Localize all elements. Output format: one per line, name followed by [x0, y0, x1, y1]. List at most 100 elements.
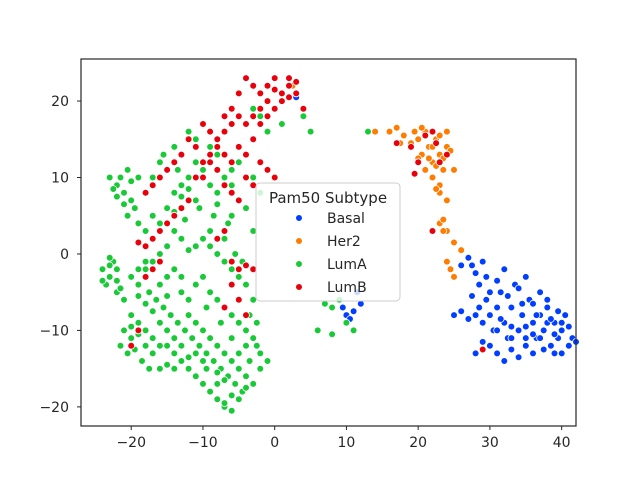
data-point-basal	[486, 341, 494, 350]
data-point-luma	[227, 311, 236, 319]
data-point-lumb	[235, 295, 243, 304]
data-point-luma	[242, 341, 250, 350]
data-point-basal	[507, 334, 516, 342]
data-point-lumb	[213, 166, 222, 174]
data-point-luma	[109, 185, 118, 193]
data-point-basal	[561, 311, 569, 319]
data-point-luma	[313, 326, 322, 335]
data-point-lumb	[242, 173, 250, 182]
data-point-luma	[113, 265, 121, 274]
data-point-luma	[202, 349, 211, 358]
data-point-luma	[342, 318, 351, 327]
data-point-luma	[184, 127, 193, 136]
data-point-luma	[127, 273, 135, 281]
data-point-lumb	[249, 82, 258, 90]
data-point-luma	[141, 341, 150, 350]
data-point-luma	[134, 292, 143, 300]
data-point-luma	[328, 303, 336, 312]
data-point-basal	[496, 315, 505, 323]
legend-marker-lumb	[295, 283, 303, 291]
data-point-lumb	[206, 158, 214, 167]
series-lumb	[127, 74, 487, 354]
legend-label-basal: Basal	[327, 211, 365, 227]
data-point-lumb	[270, 104, 279, 113]
data-point-basal	[493, 326, 501, 335]
data-point-luma	[217, 318, 225, 327]
data-point-lumb	[163, 219, 171, 228]
data-point-luma	[145, 364, 154, 373]
data-point-luma	[202, 303, 211, 312]
data-point-her2	[410, 127, 419, 136]
data-point-basal	[475, 303, 484, 312]
data-point-lumb	[414, 158, 423, 167]
legend-title: Pam50 Subtype	[269, 189, 387, 207]
data-point-basal	[543, 303, 552, 312]
data-point-lumb	[292, 78, 301, 86]
data-point-lumb	[256, 89, 265, 98]
data-point-lumb	[148, 181, 157, 190]
legend-label-luma: LumA	[327, 257, 367, 273]
data-point-luma	[148, 334, 157, 342]
legend-label-her2: Her2	[327, 234, 361, 250]
data-point-luma	[127, 196, 135, 205]
data-point-lumb	[213, 234, 222, 243]
y-tick-label: 10	[51, 171, 69, 187]
data-point-luma	[213, 395, 222, 404]
y-tick-label: 0	[60, 247, 69, 263]
data-point-luma	[156, 318, 164, 327]
data-point-lumb	[177, 150, 186, 159]
data-point-luma	[163, 360, 171, 369]
data-point-luma	[184, 295, 193, 304]
data-point-luma	[195, 341, 204, 350]
data-point-luma	[127, 311, 135, 319]
data-point-luma	[134, 265, 143, 274]
data-point-luma	[328, 330, 336, 339]
data-point-basal	[482, 273, 491, 281]
data-point-luma	[242, 383, 250, 392]
data-point-lumb	[220, 150, 229, 159]
x-tick-label: 10	[338, 435, 356, 451]
data-point-luma	[156, 158, 164, 167]
data-point-luma	[113, 192, 121, 201]
data-point-basal	[486, 311, 494, 319]
data-point-luma	[184, 246, 193, 254]
data-point-lumb	[134, 238, 143, 247]
data-point-basal	[550, 349, 559, 358]
data-point-lumb	[170, 211, 179, 220]
data-point-lumb	[220, 112, 229, 121]
data-point-luma	[252, 341, 261, 350]
data-point-luma	[98, 276, 107, 285]
data-point-her2	[392, 124, 401, 132]
data-point-lumb	[199, 158, 207, 167]
data-point-basal	[532, 311, 541, 319]
data-point-lumb	[199, 120, 207, 128]
x-axis-ticks: −20 −10 0 10 20 30 40	[116, 426, 571, 451]
data-point-basal	[543, 295, 552, 304]
data-point-basal	[507, 322, 516, 331]
data-point-luma	[174, 166, 182, 174]
data-point-basal	[493, 276, 501, 285]
data-point-lumb	[256, 120, 265, 128]
data-point-luma	[156, 219, 164, 228]
data-point-luma	[192, 372, 200, 381]
data-point-luma	[231, 380, 240, 388]
data-point-luma	[206, 288, 214, 297]
data-point-her2	[414, 135, 423, 144]
data-point-luma	[213, 295, 222, 304]
data-point-basal	[450, 311, 458, 319]
data-point-luma	[235, 395, 243, 404]
data-point-luma	[227, 406, 236, 415]
data-point-lumb	[432, 139, 440, 147]
data-point-luma	[184, 364, 193, 373]
data-point-luma	[256, 112, 265, 121]
data-point-lumb	[278, 89, 286, 98]
data-point-basal	[349, 307, 358, 316]
data-point-luma	[242, 372, 250, 381]
data-point-luma	[235, 318, 243, 327]
data-point-basal	[464, 315, 473, 323]
data-point-luma	[131, 204, 139, 212]
data-point-basal	[514, 353, 523, 362]
data-point-lumb	[242, 311, 250, 319]
legend-marker-basal	[295, 214, 303, 222]
data-point-lumb	[256, 158, 265, 167]
